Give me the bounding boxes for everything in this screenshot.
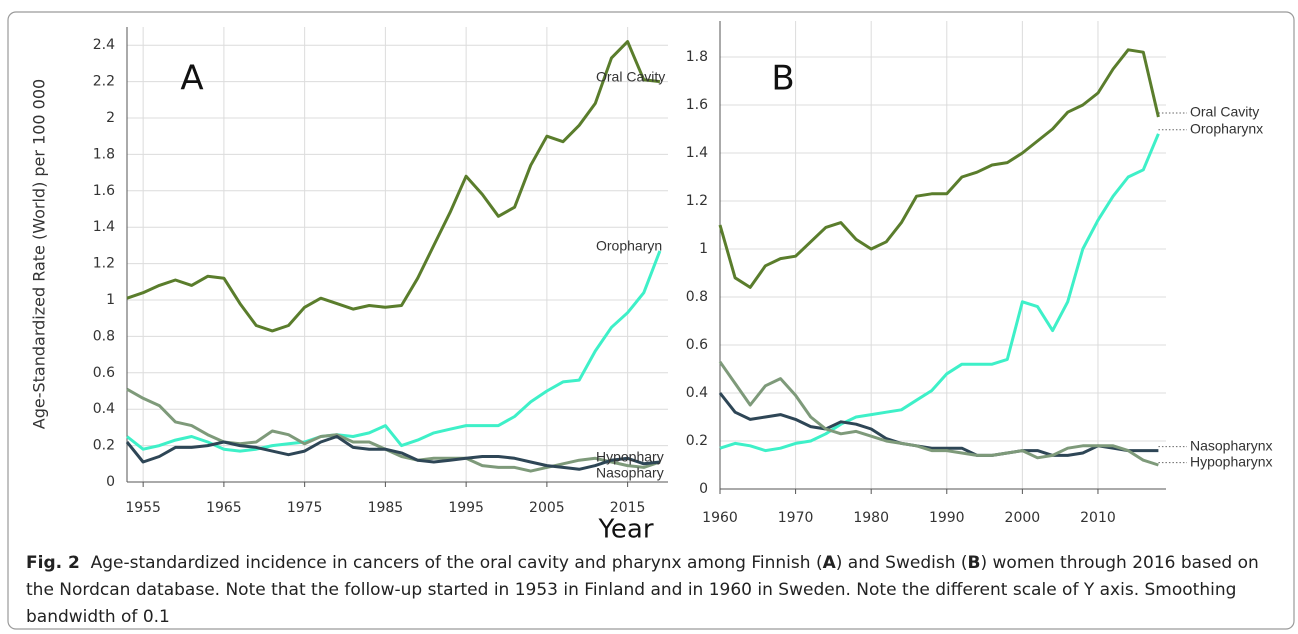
y-tick-label: 0.2 — [686, 433, 708, 449]
y-tick-label: 1.4 — [686, 145, 708, 161]
series-line — [718, 360, 1159, 467]
y-tick-label: 0.8 — [93, 328, 115, 344]
series-line — [126, 387, 661, 473]
series-label: Hypopharynx — [1190, 453, 1273, 469]
y-tick-label: 1 — [106, 292, 115, 308]
caption-text: A — [822, 553, 836, 573]
caption-label: Fig. 2 — [26, 553, 80, 573]
y-tick-label: 2.4 — [93, 37, 115, 53]
caption: Fig. 2 Age-standardized incidence in can… — [26, 550, 1276, 631]
y-tick-label: 0.4 — [686, 385, 708, 401]
series-line — [719, 133, 1160, 453]
y-tick-label: 0.8 — [686, 289, 708, 305]
y-tick-label: 1.8 — [93, 146, 115, 162]
figure-border — [7, 11, 1295, 630]
caption-text: ) and Swedish ( — [835, 553, 968, 573]
y-tick-label: 0.6 — [686, 337, 708, 353]
x-tick-label: 2000 — [1005, 510, 1041, 526]
x-tick-label: 2015 — [610, 500, 646, 516]
series-label: Hypophary — [596, 449, 664, 465]
caption-text: ) women through 2016 based on the Nordca… — [26, 553, 1259, 627]
panel-label: A — [180, 59, 203, 99]
series-label: Nasophary — [596, 465, 664, 481]
y-tick-label: 0.2 — [93, 438, 115, 454]
y-tick-label: 1.4 — [93, 219, 115, 235]
y-axis-label: Age-Standardized Rate (World) per 100 00… — [30, 79, 49, 429]
x-tick-label: 1995 — [448, 500, 484, 516]
y-tick-label: 0 — [106, 474, 115, 490]
series-line — [718, 48, 1160, 289]
caption-text: B — [967, 553, 981, 573]
y-tick-label: 0 — [699, 481, 708, 497]
x-tick-label: 1975 — [287, 500, 323, 516]
series-label: Oropharyn — [596, 238, 662, 254]
series-line — [125, 435, 661, 471]
series-line — [718, 392, 1159, 457]
y-tick-label: 2.2 — [93, 74, 115, 90]
y-tick-label: 0.4 — [93, 401, 115, 417]
x-tick-label: 1980 — [853, 510, 889, 526]
series-line — [126, 40, 661, 333]
y-tick-label: 1.8 — [686, 49, 708, 65]
x-tick-label: 1985 — [368, 500, 404, 516]
y-tick-label: 1.2 — [93, 256, 115, 272]
series-label: Oral Cavity — [1190, 104, 1259, 120]
x-axis-label: Year — [597, 515, 653, 545]
x-tick-label: 2010 — [1080, 510, 1116, 526]
caption-text: Age-standardized incidence in cancers of… — [90, 553, 823, 573]
series-label: Oral Cavity — [596, 68, 665, 84]
x-tick-label: 1960 — [702, 510, 738, 526]
x-tick-label: 1970 — [778, 510, 814, 526]
y-tick-label: 1.2 — [686, 193, 708, 209]
series-line — [126, 250, 662, 453]
y-tick-label: 1.6 — [686, 97, 708, 113]
y-tick-label: 1 — [699, 241, 708, 257]
panel-label: B — [771, 59, 794, 99]
series-label: Nasopharynx — [1190, 437, 1273, 453]
series-label: Oropharynx — [1190, 121, 1263, 137]
x-tick-label: 1955 — [125, 500, 161, 516]
x-tick-label: 1965 — [206, 500, 242, 516]
x-tick-label: 2005 — [529, 500, 565, 516]
x-tick-label: 1990 — [929, 510, 965, 526]
y-tick-label: 2 — [106, 110, 115, 126]
y-tick-label: 0.6 — [93, 365, 115, 381]
y-tick-label: 1.6 — [93, 183, 115, 199]
